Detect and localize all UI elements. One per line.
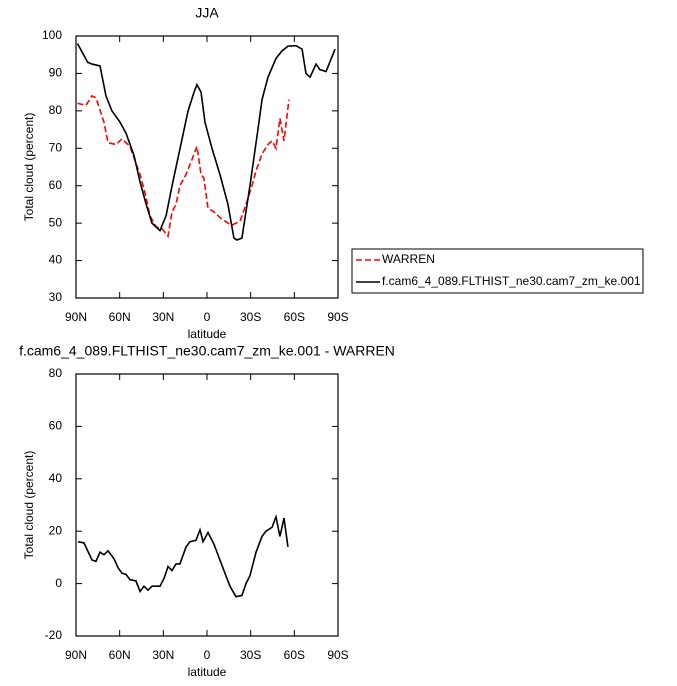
- y-tick-label: 80: [49, 366, 63, 380]
- legend-label: WARREN: [382, 252, 435, 266]
- legend-label: f.cam6_4_089.FLTHIST_ne30.cam7_zm_ke.001: [382, 274, 641, 288]
- chart-title: JJA: [195, 5, 219, 21]
- y-tick-label: 40: [49, 471, 63, 485]
- data-line: [76, 43, 336, 241]
- data-line: [77, 94, 290, 239]
- y-tick-label: 30: [49, 290, 63, 304]
- x-tick-label: 30S: [240, 648, 261, 662]
- y-axis-label: Total cloud (percent): [22, 113, 36, 222]
- x-tick-label: 60S: [284, 310, 305, 324]
- x-tick-label: 90S: [327, 648, 348, 662]
- plot-frame: [75, 35, 339, 299]
- x-tick-label: 0: [204, 648, 211, 662]
- y-tick-label: 50: [49, 215, 63, 229]
- x-tick-label: 60S: [284, 648, 305, 662]
- x-tick-label: 90N: [65, 310, 87, 324]
- chart-title: f.cam6_4_089.FLTHIST_ne30.cam7_zm_ke.001…: [19, 343, 395, 359]
- y-tick-label: 70: [49, 140, 63, 154]
- y-tick-label: 100: [42, 28, 62, 42]
- x-tick-label: 30N: [152, 648, 174, 662]
- y-axis-label: Total cloud (percent): [22, 451, 36, 560]
- y-tick-label: 20: [49, 523, 63, 537]
- x-tick-label: 30N: [152, 310, 174, 324]
- data-line: [77, 513, 289, 598]
- x-axis-label: latitude: [188, 327, 227, 341]
- legend-box: [351, 248, 644, 294]
- x-tick-label: 90N: [65, 648, 87, 662]
- y-tick-label: -20: [45, 628, 63, 642]
- x-axis-label: latitude: [188, 665, 227, 679]
- x-tick-label: 60N: [109, 648, 131, 662]
- x-tick-label: 30S: [240, 310, 261, 324]
- x-tick-label: 0: [204, 310, 211, 324]
- y-tick-label: 90: [49, 66, 63, 80]
- y-tick-label: 80: [49, 103, 63, 117]
- x-tick-label: 90S: [327, 310, 348, 324]
- y-tick-label: 0: [55, 576, 62, 590]
- y-tick-label: 60: [49, 178, 63, 192]
- plot-frame: [75, 373, 339, 637]
- y-tick-label: 40: [49, 253, 63, 267]
- x-tick-label: 60N: [109, 310, 131, 324]
- y-tick-label: 60: [49, 419, 63, 433]
